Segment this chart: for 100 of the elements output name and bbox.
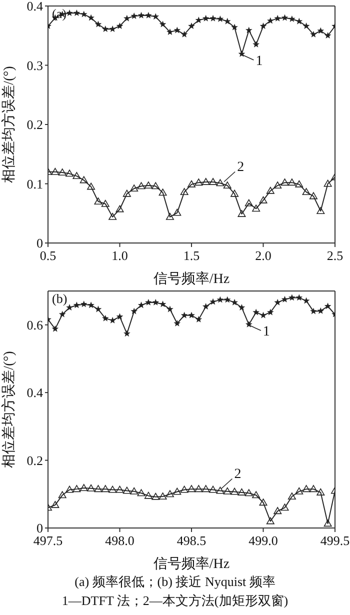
point [122, 190, 131, 197]
point [138, 12, 145, 18]
point [216, 179, 224, 186]
point [130, 487, 138, 494]
point [73, 10, 80, 16]
point [130, 308, 138, 314]
point [152, 492, 160, 500]
point [202, 302, 210, 310]
point [166, 490, 174, 498]
point [309, 485, 318, 492]
point [317, 27, 324, 34]
annotation: 1 [256, 54, 263, 69]
point [101, 200, 110, 207]
point [310, 308, 317, 314]
point [274, 14, 282, 22]
point [267, 17, 274, 24]
point [138, 302, 145, 308]
point [152, 182, 160, 190]
point [252, 491, 260, 498]
point [274, 182, 282, 189]
point [80, 300, 88, 308]
annotation: 2 [237, 160, 244, 175]
point [173, 488, 182, 495]
point [101, 485, 110, 492]
point [144, 492, 152, 499]
point [116, 313, 124, 320]
point [296, 18, 303, 24]
point [152, 13, 160, 20]
point [260, 312, 267, 318]
x-tick-label: 2.0 [255, 248, 272, 264]
point [310, 30, 317, 38]
point [124, 14, 130, 22]
point [94, 485, 102, 492]
point [195, 16, 202, 24]
point [281, 296, 288, 302]
y-tick-label: 0.6 [26, 317, 44, 332]
point [66, 170, 74, 177]
point [80, 176, 88, 184]
point [267, 308, 274, 316]
point [144, 182, 152, 189]
y-tick-label: 0 [36, 236, 43, 251]
annotation: (b) [52, 291, 68, 307]
point [180, 30, 188, 38]
text: (a) 频率很低；(b) 接近 Nyquist 频率 [74, 573, 276, 591]
point [130, 184, 138, 192]
point [317, 307, 324, 314]
x-tick-label: 499.5 [320, 533, 350, 548]
point [188, 180, 196, 188]
x-tick-label: 499.0 [248, 533, 278, 548]
point [259, 498, 268, 506]
point [108, 212, 117, 220]
point [159, 300, 166, 308]
point [259, 196, 268, 204]
point [87, 484, 96, 492]
x-tick-label: 498.5 [176, 533, 206, 548]
point [194, 485, 203, 492]
point [188, 485, 196, 492]
point [274, 507, 282, 514]
point [195, 316, 202, 322]
point [116, 22, 124, 30]
point [51, 168, 60, 175]
point [238, 304, 246, 310]
point [266, 186, 274, 194]
y-tick-label: 0.2 [26, 117, 43, 132]
point [324, 302, 332, 310]
point [166, 28, 174, 35]
point [173, 208, 182, 216]
point [202, 14, 210, 22]
annotation: 1 [262, 324, 270, 340]
point [238, 488, 246, 496]
x-tick-label: 497.5 [33, 533, 63, 548]
point [145, 298, 152, 306]
point [202, 178, 210, 185]
point [281, 14, 288, 21]
point [245, 26, 252, 34]
point [324, 32, 332, 39]
point [302, 485, 310, 492]
point [137, 489, 146, 496]
point [80, 484, 88, 492]
point [280, 504, 289, 511]
point [216, 15, 224, 22]
point [230, 488, 239, 495]
point [94, 306, 102, 312]
point [238, 210, 246, 217]
point [124, 330, 130, 337]
point [202, 485, 210, 492]
point [102, 26, 109, 32]
point [116, 205, 124, 212]
point [309, 192, 318, 200]
point [302, 297, 310, 304]
point [66, 304, 73, 310]
point [224, 18, 231, 24]
point [166, 212, 174, 220]
x-axis-title: 信号频率/Hz [153, 556, 230, 572]
point [316, 207, 325, 214]
point [73, 302, 80, 308]
point [244, 199, 253, 206]
point [180, 188, 188, 196]
point [72, 485, 81, 492]
point [94, 198, 102, 205]
